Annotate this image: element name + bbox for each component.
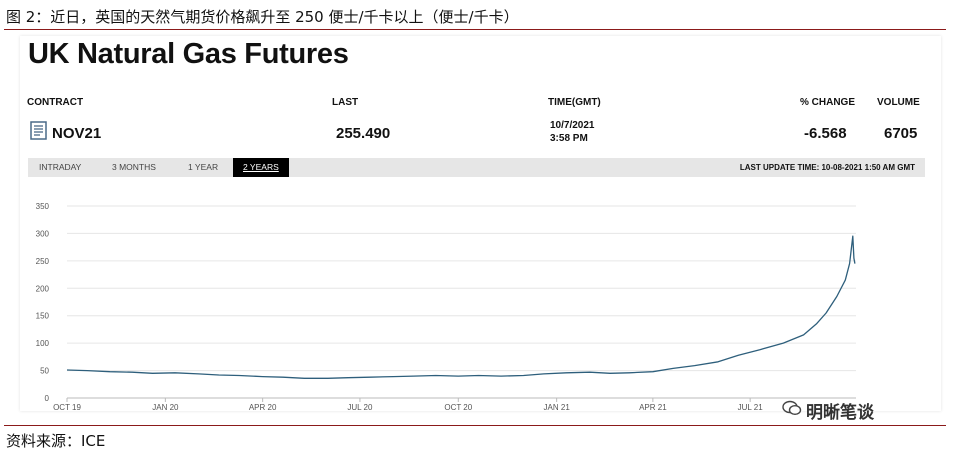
x-tick-label: OCT 19	[53, 403, 81, 412]
y-tick-label: 300	[36, 229, 50, 238]
time-header: TIME(GMT)	[548, 97, 601, 108]
y-tick-label: 100	[36, 339, 50, 348]
x-tick-label: JAN 20	[152, 403, 179, 412]
price-line-chart: 0 50 100 150 200 250 300 350 OCT 19 JAN 20 APR 20 J…	[36, 202, 856, 412]
contract-header: CONTRACT	[27, 97, 84, 108]
y-tick-label: 0	[45, 394, 50, 403]
caption-divider	[4, 29, 946, 30]
futures-widget: UK Natural Gas Futures CONTRACT LAST TIM…	[20, 36, 941, 411]
last-update-time: LAST UPDATE TIME: 10-08-2021 1:50 AM GMT	[739, 163, 915, 172]
source-note: 资料来源：ICE	[6, 432, 106, 450]
x-tick-label: APR 21	[639, 403, 667, 412]
y-tick-label: 50	[40, 367, 49, 376]
wechat-icon	[782, 400, 802, 416]
contract-value[interactable]: NOV21	[52, 125, 102, 142]
tab-intraday[interactable]: INTRADAY	[39, 162, 82, 172]
x-tick-label: JUL 20	[347, 403, 373, 412]
time-value: 10/7/2021 3:58 PM	[550, 119, 595, 145]
last-price-value: 255.490	[336, 125, 391, 142]
price-series-line	[66, 235, 856, 379]
volume-header: VOLUME	[877, 97, 920, 108]
y-tick-label: 350	[36, 202, 50, 211]
x-tick-label: JAN 21	[544, 403, 571, 412]
page-title: UK Natural Gas Futures	[28, 38, 349, 70]
x-tick-label: OCT 20	[444, 403, 472, 412]
time-date: 10/7/2021	[550, 120, 595, 131]
range-tabs: INTRADAY 3 MONTHS 1 YEAR 2 YEARS LAST UP…	[28, 158, 925, 177]
tab-2-years[interactable]: 2 YEARS	[233, 158, 289, 177]
change-header: % CHANGE	[800, 97, 856, 108]
x-tick-label: APR 20	[249, 403, 277, 412]
source-divider	[4, 425, 946, 426]
change-value: -6.568	[804, 125, 847, 142]
y-tick-label: 150	[36, 312, 50, 321]
tab-3-months[interactable]: 3 MONTHS	[112, 162, 156, 172]
last-header: LAST	[332, 97, 359, 108]
figure-caption: 图 2：近日，英国的天然气期货价格飙升至 250 便士/千卡以上（便士/千卡）	[6, 8, 519, 26]
time-clock: 3:58 PM	[550, 133, 588, 144]
y-tick-label: 200	[36, 284, 50, 293]
y-tick-label: 250	[36, 257, 50, 266]
x-tick-label: JUL 21	[738, 403, 764, 412]
volume-value: 6705	[884, 125, 918, 142]
contract-document-icon[interactable]	[30, 121, 47, 140]
tab-1-year[interactable]: 1 YEAR	[188, 162, 219, 172]
watermark-text: 明晰笔谈	[806, 403, 874, 423]
